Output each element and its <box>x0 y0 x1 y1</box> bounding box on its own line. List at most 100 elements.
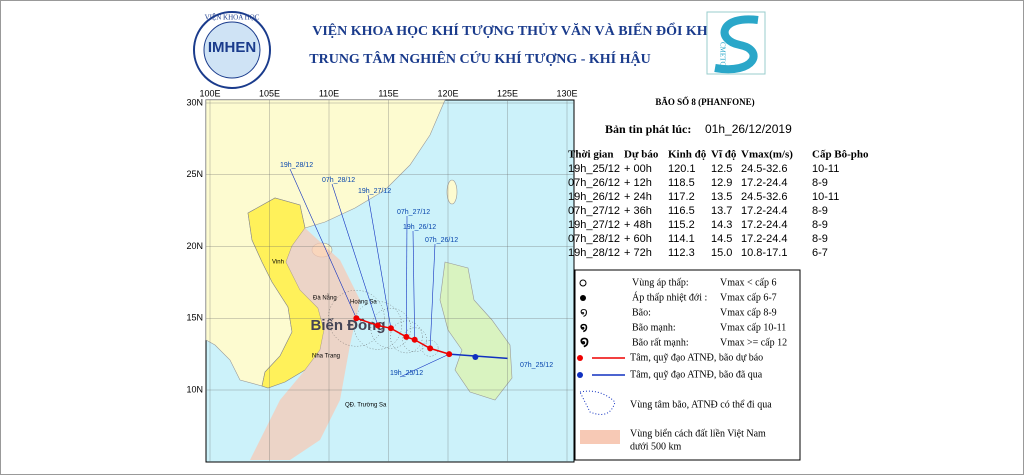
lon-label: 125E <box>497 88 518 98</box>
table-cell: 12.9 <box>711 177 732 189</box>
table-cell: 8-9 <box>812 219 828 231</box>
table-header: Dự báo <box>624 149 659 161</box>
table-cell: 17.2-24.4 <box>741 219 787 231</box>
time-label: 19h_27/12 <box>358 188 391 195</box>
table-cell: 19h_28/12 <box>568 247 620 259</box>
table-header: Vĩ độ <box>711 149 737 161</box>
legend-note: Vmax >= cấp 12 <box>720 337 787 348</box>
storm-position <box>387 325 394 332</box>
legend-note: Vmax < cấp 6 <box>720 277 776 288</box>
lon-label: 110E <box>319 88 339 98</box>
time-label: 19h_28/12 <box>280 162 313 169</box>
table-cell: 120.1 <box>668 163 696 175</box>
table-cell: 19h_27/12 <box>568 219 620 231</box>
leader-line <box>429 243 436 349</box>
table-cell: 8-9 <box>812 205 828 217</box>
logo-s <box>714 15 759 74</box>
legend-note: Vmax cấp 6-7 <box>720 292 777 303</box>
lat-label: 30N <box>186 97 203 107</box>
uncertainty-circle <box>353 301 403 350</box>
legend-symbol: ໑ <box>580 335 589 350</box>
issued-label: Bản tin phát lúc: <box>605 122 691 136</box>
table-cell: 15.0 <box>711 247 732 259</box>
table-cell: 116.5 <box>668 205 695 217</box>
lat-label: 10N <box>186 384 203 394</box>
table-cell: 07h_26/12 <box>568 177 620 189</box>
table-cell: + 36h <box>624 205 652 217</box>
legend-cone <box>579 390 616 415</box>
time-label: 19h_26/12 <box>403 224 436 231</box>
table-header: Cấp Bô-pho <box>812 149 869 161</box>
past-track <box>449 353 508 360</box>
legend-label: Áp thấp nhiệt đới : <box>632 291 707 303</box>
table-cell: 07h_28/12 <box>568 233 620 245</box>
leader-line <box>406 215 408 337</box>
table-cell: + 12h <box>624 177 652 189</box>
taiwan <box>446 179 458 205</box>
table-cell: + 48h <box>624 219 652 231</box>
table-cell: 17.2-24.4 <box>741 233 787 245</box>
legend-note: Vmax cấp 8-9 <box>720 307 777 318</box>
legend-note: Vmax cấp 10-11 <box>720 322 786 333</box>
table-cell: 13.5 <box>711 191 732 203</box>
past-position <box>472 353 479 360</box>
map <box>205 99 575 463</box>
storm-position <box>374 322 381 329</box>
table-cell: + 72h <box>624 247 652 259</box>
uncertainty-circle <box>328 290 385 347</box>
table-cell: 14.3 <box>711 219 732 231</box>
logo-right-text: CMETC <box>718 42 726 66</box>
leader-line <box>399 353 450 378</box>
table-cell: + 60h <box>624 233 652 245</box>
leader-line <box>289 168 357 319</box>
lon-label: 130E <box>556 88 577 98</box>
place: Đà Nẵng <box>313 295 337 302</box>
legend-symbol <box>580 295 586 301</box>
table-cell: 117.2 <box>668 191 695 203</box>
table-cell: 6-7 <box>812 247 828 259</box>
place: Vinh <box>272 260 284 266</box>
uncertainty-circle <box>390 320 423 354</box>
lat-label: 15N <box>186 313 203 323</box>
legend-text: dưới 500 km <box>630 441 681 452</box>
table-cell: 14.5 <box>711 233 732 245</box>
lon-label: 100E <box>199 88 220 98</box>
table-cell: 19h_25/12 <box>568 163 620 175</box>
table-header: Vmax(m/s) <box>741 149 793 161</box>
time-label: 07h_26/12 <box>425 237 458 244</box>
time-label: 07h_28/12 <box>322 177 355 184</box>
leader-line <box>412 230 415 340</box>
table-cell: 8-9 <box>812 177 828 189</box>
center: TRUNG TÂM NGHIÊN CỨU KHÍ TƯỢNG - KHÍ HẬU <box>309 50 650 67</box>
legend-symbol <box>579 279 587 287</box>
legend-label: Bão: <box>632 307 651 318</box>
lat-label: 25N <box>186 169 203 179</box>
lat-label: 20N <box>186 241 203 251</box>
table-cell: 17.2-24.4 <box>741 177 787 189</box>
issued-time: 01h_26/12/2019 <box>705 122 792 136</box>
table-cell: 112.3 <box>668 247 695 259</box>
lon-label: 105E <box>259 88 280 98</box>
legend-label: Bão mạnh: <box>632 322 676 333</box>
leader-line <box>367 194 392 329</box>
uncertainty-circle <box>421 340 439 357</box>
time-label: 19h_25/12 <box>390 370 423 377</box>
past-time-label: 07h_25/12 <box>520 362 553 369</box>
table-cell: 24.5-32.6 <box>741 191 787 203</box>
table-cell: 10-11 <box>812 163 839 175</box>
legend-text: Tâm, quỹ đạo ATNĐ, bão dự báo <box>630 352 763 363</box>
legend-symbol: ໑ <box>580 305 588 319</box>
legend-zone <box>580 430 620 444</box>
storm-position <box>411 336 418 343</box>
zone-500km <box>250 228 360 460</box>
table-cell: 12.5 <box>711 163 732 175</box>
lon-label: 115E <box>378 88 398 98</box>
leader-line <box>331 183 379 326</box>
table-cell: 8-9 <box>812 233 828 245</box>
storm-position <box>403 333 410 340</box>
bulletin-title: BÃO SỐ 8 (PHANFONE) <box>655 97 754 107</box>
table-cell: 24.5-32.6 <box>741 163 787 175</box>
table-cell: 10-11 <box>812 191 839 203</box>
table-header: Kinh độ <box>668 149 707 161</box>
